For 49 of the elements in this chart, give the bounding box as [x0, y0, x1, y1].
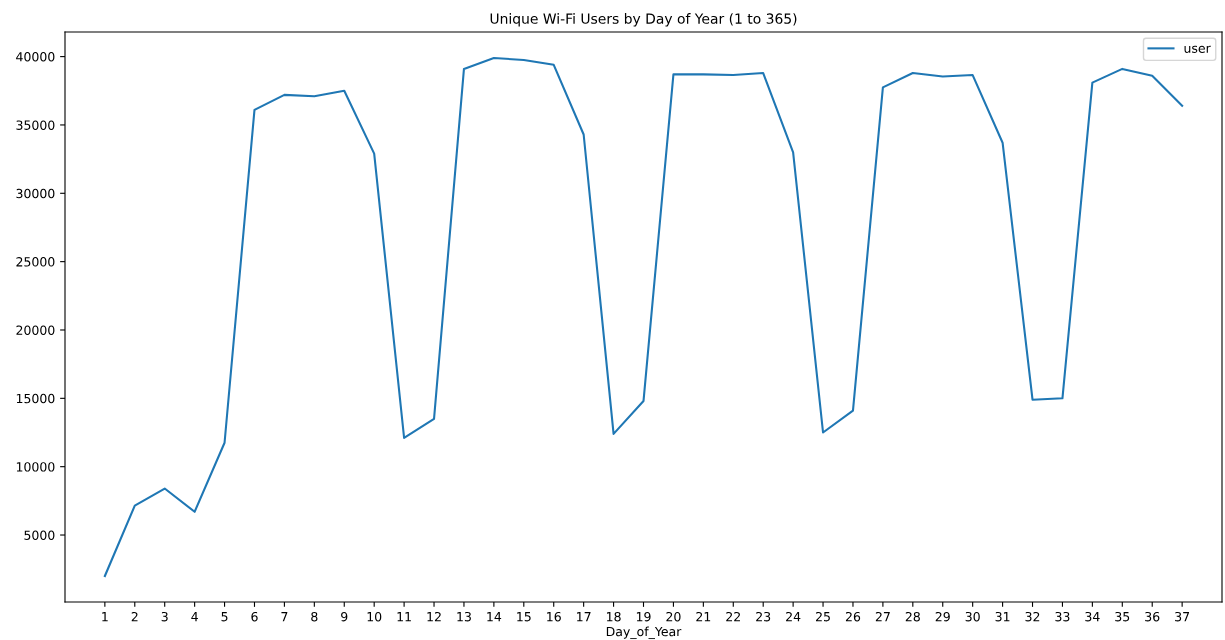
x-tick-label: 4 — [191, 612, 198, 622]
y-tick-label: 20000 — [16, 325, 55, 335]
x-tick-label: 2 — [131, 611, 138, 622]
x-tick-label: 13 — [457, 611, 471, 622]
x-tick-label: 21 — [696, 611, 711, 622]
x-tick-label: 31 — [995, 611, 1010, 622]
y-tick-label: 40000 — [16, 52, 55, 62]
y-tick-label: 30000 — [16, 188, 55, 199]
x-tick-label: 29 — [935, 611, 950, 622]
x-tick-label: 35 — [1115, 611, 1130, 622]
x-tick-label: 20 — [666, 611, 681, 622]
y-tick-label: 35000 — [16, 120, 55, 130]
line-series — [103, 56, 1184, 578]
x-tick-label: 14 — [487, 612, 502, 622]
x-tick-label: 23 — [756, 611, 771, 622]
x-tick-label: 26 — [845, 611, 861, 622]
x-tick-label: 3 — [161, 611, 168, 622]
y-tick-label: 10000 — [16, 462, 55, 472]
x-tick-label: 34 — [1085, 611, 1100, 622]
x-tick-label: 33 — [1055, 611, 1070, 622]
y-tick-label: 25000 — [16, 257, 55, 267]
x-tick-label: 9 — [341, 611, 348, 622]
y-tick-label: 5000 — [24, 530, 55, 540]
x-tick-label: 25 — [816, 611, 830, 622]
x-tick-label: 27 — [875, 611, 890, 622]
x-tick-label: 17 — [577, 612, 591, 622]
x-tick-label: 5 — [221, 612, 228, 622]
y-tick-label: 15000 — [16, 393, 55, 404]
x-tick-label: 22 — [726, 611, 740, 622]
x-tick-label: 6 — [251, 611, 258, 622]
x-tick-label: 18 — [607, 611, 621, 622]
x-tick-label: 16 — [547, 611, 561, 622]
x-tick-label: 36 — [1145, 611, 1160, 622]
x-tick-label: 30 — [965, 611, 980, 622]
x-tick-label: 28 — [905, 611, 920, 622]
x-tick-label: 11 — [397, 612, 411, 622]
x-tick-label: 15 — [517, 612, 531, 622]
x-tick-label: 37 — [1175, 611, 1190, 622]
x-tick-label: 24 — [786, 611, 801, 622]
x-tick-label: 19 — [636, 611, 651, 622]
x-tick-label: 8 — [311, 611, 318, 622]
chart-title: Unique Wi-Fi Users by Day of Year (1 to 365) — [490, 13, 797, 27]
x-tick-label: 10 — [367, 611, 382, 622]
x-tick-label: 32 — [1025, 611, 1040, 622]
legend-label: user — [1184, 45, 1211, 53]
x-tick-label: 12 — [427, 611, 441, 622]
x-tick-label: 7 — [281, 612, 288, 622]
x-tick-label: 1 — [102, 612, 108, 622]
x-axis-title: Day_of_Year — [606, 626, 682, 640]
